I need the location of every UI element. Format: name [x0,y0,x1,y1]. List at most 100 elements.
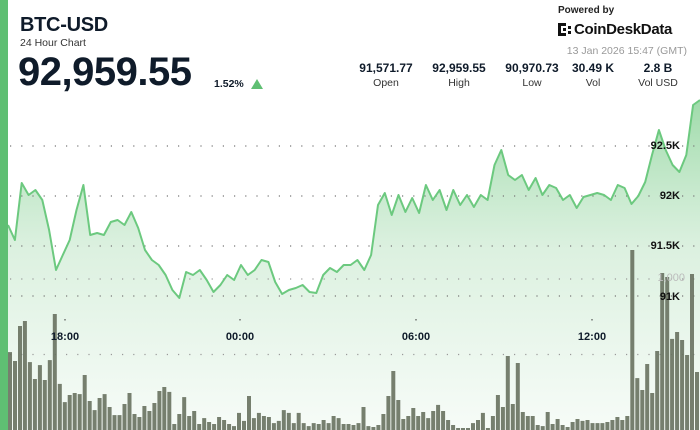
stat-value: 92,959.55 [432,61,486,75]
volume-bar [660,273,665,430]
volume-bar [112,415,117,430]
volume-bar [147,411,152,430]
volume-bar [301,423,306,430]
volume-bar [18,326,22,430]
volume-bar [321,420,326,430]
volume-bar [42,380,47,430]
volume-bar [102,394,107,430]
y-tick-label: 91K [659,291,680,303]
volume-bar [585,420,590,430]
volume-bar [177,414,182,430]
volume-bar [406,416,411,430]
volume-bar [416,416,421,430]
volume-bar [296,412,301,430]
volume-bar [202,418,207,430]
coindesk-data-logo[interactable]: CoinDeskData [558,21,672,38]
volume-bar [530,416,535,430]
volume-bar [695,372,699,430]
volume-bar [635,378,640,430]
volume-bar [137,417,142,430]
volume-bar [545,412,550,430]
volume-bar [535,425,540,430]
volume-bar [13,361,17,430]
volume-bar [690,274,694,430]
volume-bar [411,408,416,430]
volume-bar [456,428,461,430]
volume-bar [441,411,446,430]
stat-high: 92,959.55 High [424,61,494,89]
volume-bar [575,419,580,430]
volume-bar [281,410,286,430]
volume-bar [232,426,236,430]
volume-bar [560,425,565,430]
stat-label: Vol [585,77,601,89]
volume-bar [610,420,615,430]
volume-bar [480,412,485,430]
volume-bar [630,250,635,430]
volume-bar [655,351,660,430]
volume-bar [222,420,227,430]
volume-bar [605,422,610,430]
volume-bar [495,395,500,430]
volume-bar [580,420,585,430]
volume-bar [142,406,147,430]
volume-bar [8,352,12,430]
chart-subtitle: 24 Hour Chart [20,37,86,49]
volume-bar [361,407,366,430]
volume-bar [87,401,92,430]
volume-bar [500,407,505,430]
volume-bar [665,277,670,430]
stat-open: 91,571.77 Open [351,61,421,89]
volume-bar [650,393,655,430]
volume-bar [291,423,296,430]
volume-bar [152,403,157,430]
volume-bar [77,394,82,430]
volume-bar [157,391,162,430]
volume-bar [62,402,67,430]
volume-bar [391,371,396,430]
up-triangle-icon [251,79,263,89]
volume-bar [122,404,127,430]
volume-bar [485,428,490,430]
volume-bar [421,412,426,430]
volume-bar [57,383,62,430]
volume-bar [615,417,620,430]
volume-bar [47,360,52,430]
volume-bar [27,362,32,430]
stat-vol-usd: 2.8 B Vol USD [623,61,693,89]
volume-bar [117,415,122,430]
change-percent: 1.52% [214,78,244,90]
volume-bar [625,416,630,430]
stat-value: 30.49 K [571,61,615,75]
x-tick-mark [64,319,66,321]
volume-bar [525,416,530,430]
volume-bar [565,427,570,430]
volume-bar [197,424,202,430]
volume-bar [207,422,212,430]
volume-bar [515,363,520,430]
volume-bar [276,420,281,430]
volume-bar [595,423,600,430]
volume-bar [471,423,475,430]
volume-bar [247,396,251,430]
x-tick-mark [591,319,593,321]
volume-bar [550,424,555,430]
volume-bar [356,423,361,430]
volume-bar [680,340,685,430]
stat-value: 90,970.73 [505,61,559,75]
volume-bar [286,412,291,430]
stat-label: Vol USD [638,77,678,89]
volume-bar [620,420,625,430]
volume-bar [645,364,650,430]
volume-bar [451,425,456,430]
volume-bar [242,420,246,430]
volume-bar [436,404,441,430]
y-tick-label: 92.5K [650,140,680,152]
volume-bar [555,419,560,430]
x-tick-mark [239,319,241,321]
volume-bar [426,418,431,430]
stat-label: High [448,77,470,89]
volume-bar [341,424,346,430]
stat-value: 2.8 B [643,61,673,75]
volume-bar [316,424,321,430]
